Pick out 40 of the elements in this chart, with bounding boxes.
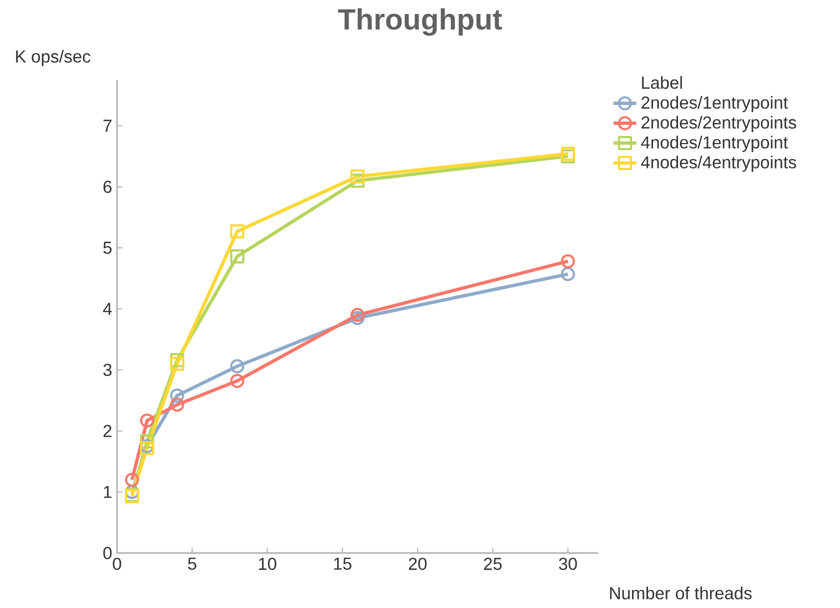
point: [560, 146, 576, 161]
y-tick-label: 2: [104, 424, 112, 437]
point: [230, 249, 244, 264]
point: [230, 224, 244, 238]
x-tick-label: 30: [558, 558, 577, 570]
point: [230, 374, 244, 388]
chart-title: Throughput: [338, 8, 502, 36]
point: [350, 169, 365, 184]
point: [170, 398, 184, 412]
x-tick-label: 20: [408, 558, 427, 570]
point: [124, 472, 140, 487]
x-tick-label: 10: [258, 558, 276, 570]
y-tick-label: 1: [104, 486, 112, 498]
y-tick-label: 7: [104, 120, 112, 132]
y-tick-label: 5: [103, 242, 112, 254]
x-tick-label: 15: [334, 558, 352, 570]
point: [124, 484, 140, 500]
legend-label: 4nodes/4entrypoints: [641, 156, 796, 172]
point: [170, 356, 184, 371]
legend-label: 2nodes/1entrypoint: [642, 96, 788, 112]
y-tick-label: 3: [103, 364, 112, 376]
y-tick-label: 6: [104, 180, 112, 193]
point: [230, 359, 244, 374]
x-tick-label: 0: [112, 558, 122, 570]
point: [560, 254, 576, 268]
x-tick-label: 25: [484, 558, 502, 570]
legend-label: 4nodes/1entrypoint: [641, 136, 788, 152]
legend-label: 2nodes/2entrypoints: [642, 116, 796, 132]
point: [560, 267, 576, 282]
y-axis-title: K ops/sec: [16, 50, 90, 66]
y-tick-label: 4: [103, 302, 112, 315]
point: [140, 413, 154, 428]
point: [350, 310, 365, 326]
point: [170, 388, 184, 403]
point: [350, 308, 365, 322]
x-tick-label: 5: [188, 558, 196, 570]
x-axis-title: Number of threads: [610, 586, 752, 600]
point: [140, 434, 154, 448]
legend-title: Label: [642, 76, 682, 89]
y-tick-label: 0: [103, 546, 112, 560]
